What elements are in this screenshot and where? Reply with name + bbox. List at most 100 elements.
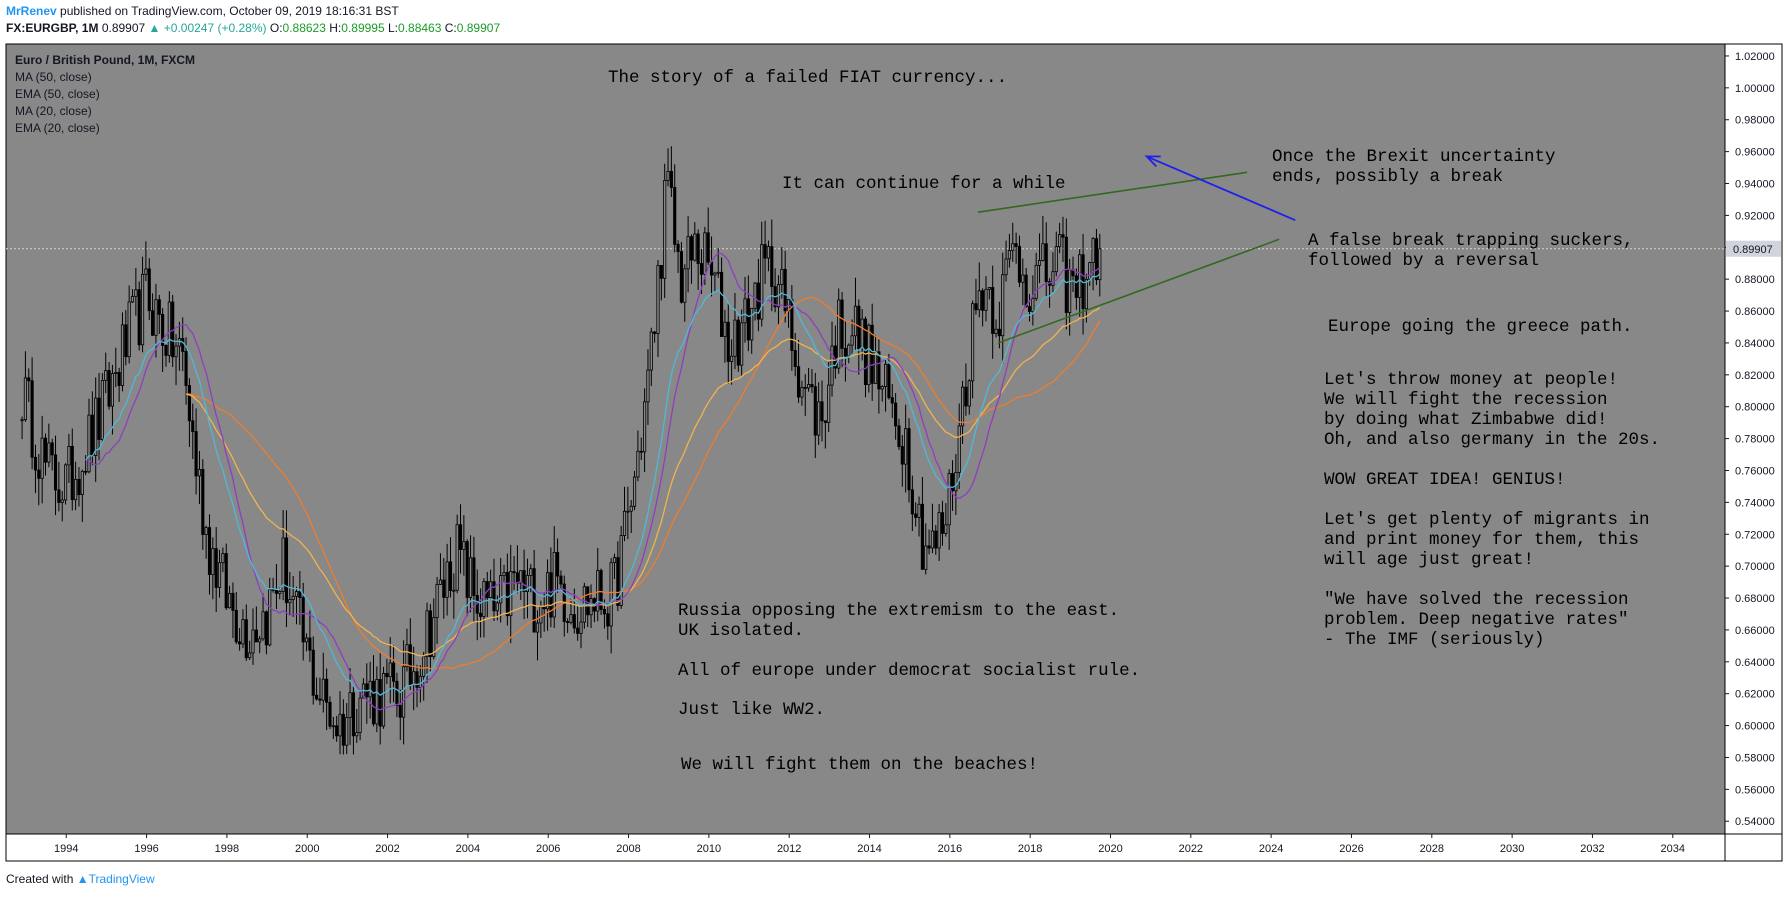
- arrow-head: [1144, 155, 1161, 168]
- candle-body: [904, 428, 908, 465]
- annotation-text[interactable]: "We have solved the recession problem. De…: [1324, 590, 1629, 650]
- candle-body: [348, 692, 352, 718]
- candle-body: [532, 568, 536, 633]
- candle-body: [820, 401, 824, 422]
- annotation-line: We will fight the recession: [1324, 390, 1608, 410]
- candle-body: [535, 622, 540, 633]
- candle-body: [867, 324, 871, 385]
- candle-body: [897, 425, 901, 447]
- lower-trendline[interactable]: [997, 238, 1280, 344]
- candle-body: [395, 680, 399, 706]
- candle-body: [261, 611, 265, 640]
- candle-body: [368, 680, 372, 698]
- price-tick-label: 0.92000: [1735, 210, 1775, 222]
- annotation-text[interactable]: It can continue for a while: [782, 174, 1066, 194]
- candle-body: [315, 694, 319, 700]
- annotation-text[interactable]: We will fight them on the beaches!: [681, 755, 1038, 775]
- legend-ema20[interactable]: EMA (20, close): [15, 121, 100, 135]
- candle-body: [438, 579, 443, 585]
- annotation-text[interactable]: Once the Brexit uncertainty ends, possibl…: [1272, 147, 1556, 187]
- candle-body: [468, 557, 473, 598]
- last-price-tag: [1726, 240, 1781, 257]
- candle-body: [167, 301, 171, 356]
- annotation-text[interactable]: WOW GREAT IDEA! GENIUS!: [1324, 470, 1566, 490]
- candle-body: [569, 614, 573, 623]
- time-tick-label: 2034: [1661, 843, 1685, 855]
- legend-ma20[interactable]: MA (20, close): [15, 104, 92, 118]
- candle-body: [1088, 262, 1092, 280]
- time-tick-label: 2000: [295, 843, 319, 855]
- candle-body: [743, 298, 747, 324]
- candle-body: [281, 537, 285, 592]
- publish-line: MrRenev published on TradingView.com, Oc…: [6, 4, 399, 18]
- candle-body: [27, 377, 31, 382]
- upper-trendline[interactable]: [977, 171, 1248, 213]
- plot-area[interactable]: [6, 44, 1725, 834]
- candle-body: [70, 446, 74, 501]
- candle-body: [726, 321, 730, 362]
- candle-body: [987, 287, 991, 290]
- candle-body: [448, 561, 453, 591]
- high-value: 0.89995: [341, 21, 385, 35]
- annotation-line: Let's throw money at people!: [1324, 370, 1618, 390]
- candle-body: [884, 363, 888, 387]
- candle-body: [479, 612, 483, 617]
- annotation-text[interactable]: The story of a failed FIAT currency...: [608, 68, 1007, 88]
- price-tick-label: 0.64000: [1735, 657, 1775, 669]
- annotation-text[interactable]: Russia opposing the extremism to the eas…: [678, 601, 1119, 641]
- candle-body: [412, 671, 416, 686]
- annotation-text[interactable]: Let's throw money at people! We will figh…: [1324, 370, 1660, 450]
- time-tick-label: 1998: [215, 843, 239, 855]
- candle-body: [294, 591, 299, 597]
- candle-body: [760, 244, 764, 320]
- annotation-line: The story of a failed FIAT currency...: [608, 68, 1007, 88]
- candle-body: [880, 386, 884, 390]
- annotation-text[interactable]: Europe going the greece path.: [1328, 317, 1633, 337]
- candle-body: [191, 420, 195, 432]
- candle-body: [20, 419, 24, 422]
- candle-body: [378, 679, 382, 727]
- candle-body: [934, 530, 938, 549]
- candle-body: [94, 397, 98, 456]
- candle-body: [1034, 264, 1038, 299]
- candle-body: [161, 313, 165, 346]
- candle-body: [713, 272, 717, 276]
- candle-body: [214, 548, 218, 588]
- candle-body: [994, 328, 998, 334]
- candle-body: [827, 384, 831, 423]
- candle-body: [187, 385, 191, 422]
- annotation-text[interactable]: Just like WW2.: [678, 700, 825, 720]
- candle-body: [636, 450, 640, 478]
- tradingview-brand[interactable]: TradingView: [88, 872, 155, 886]
- candle-body: [750, 307, 754, 341]
- change-value: ▲ +0.00247 (+0.28%): [148, 21, 267, 35]
- candle-body: [602, 609, 607, 615]
- annotation-text[interactable]: All of europe under democrat socialist r…: [678, 661, 1140, 681]
- candle-body: [937, 512, 941, 549]
- time-axis[interactable]: [5, 833, 1726, 862]
- tradingview-logo-icon[interactable]: ▲: [76, 872, 89, 886]
- legend-ma50[interactable]: MA (50, close): [15, 70, 92, 84]
- annotation-text[interactable]: A false break trapping suckers, followed …: [1308, 231, 1634, 271]
- candle-body: [338, 713, 342, 737]
- price-tick-label: 0.58000: [1735, 752, 1775, 764]
- candle-body: [30, 380, 34, 458]
- blue-arrow[interactable]: [1146, 155, 1296, 222]
- candle-body: [589, 598, 593, 616]
- candle-body: [53, 454, 58, 491]
- candle-body: [492, 581, 496, 612]
- chart-title: Euro / British Pound, 1M, FXCM: [15, 53, 195, 67]
- author-link[interactable]: MrRenev: [6, 4, 57, 18]
- price-tick-label: 0.54000: [1735, 816, 1775, 828]
- price-axis[interactable]: [1724, 43, 1783, 835]
- annotation-text[interactable]: Let's get plenty of migrants in and print…: [1324, 510, 1650, 570]
- candle-body: [850, 335, 854, 346]
- time-tick-label: 2016: [938, 843, 962, 855]
- candle-body: [154, 299, 158, 336]
- candle-body: [780, 268, 784, 286]
- candle-body: [964, 386, 968, 407]
- legend-ema50[interactable]: EMA (50, close): [15, 87, 100, 101]
- candle-body: [944, 524, 948, 534]
- price-tick-label: 0.72000: [1735, 529, 1775, 541]
